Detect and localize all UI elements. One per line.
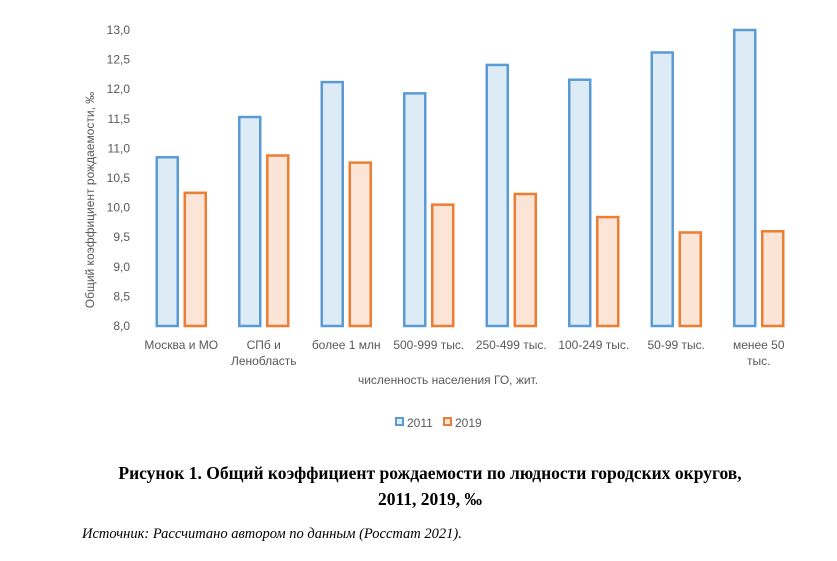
- x-tick-label: СПб и: [247, 338, 281, 352]
- bar-2019: [761, 230, 785, 328]
- x-tick-label: Ленобласть: [231, 354, 297, 368]
- y-tick-label: 9,0: [113, 260, 130, 274]
- birth-rate-chart: 8,0 8,5 9,0 9,5 10,0 10,5 11,0 11,5 12,0 12,5 13,0…: [83, 23, 785, 430]
- bar-2011: [155, 156, 179, 328]
- x-tick-label: 50-99 тыс.: [648, 338, 705, 352]
- x-tick-label: 500-999 тыс.: [393, 338, 464, 352]
- figure-caption: Рисунок 1. Общий коэффициент рождаемости…: [60, 460, 800, 512]
- bar-2011: [733, 28, 757, 328]
- y-tick-label: 10,5: [107, 171, 131, 185]
- bar-2011: [238, 115, 262, 328]
- bars: [155, 28, 785, 328]
- y-tick-label: 10,0: [107, 201, 131, 215]
- y-tick-label: 8,5: [113, 289, 130, 303]
- bar-2019: [266, 154, 290, 328]
- bar-2011: [403, 92, 427, 328]
- bar-2019: [348, 161, 372, 328]
- x-tick-label: 100-249 тыс.: [558, 338, 629, 352]
- legend-label-2019: 2019: [455, 416, 482, 430]
- legend-swatch-2019: [443, 417, 452, 426]
- caption-line-1: Рисунок 1. Общий коэффициент рождаемости…: [118, 463, 742, 483]
- y-tick-label: 12,0: [107, 82, 131, 96]
- bar-2019: [183, 191, 207, 328]
- y-tick-label: 11,5: [108, 112, 131, 126]
- bar-2011: [320, 80, 344, 328]
- bar-2011: [485, 63, 509, 328]
- bar-2019: [596, 215, 620, 328]
- y-tick-label: 9,5: [113, 230, 130, 244]
- x-tick-label: 250-499 тыс.: [476, 338, 547, 352]
- x-axis-labels: Москва и МО СПб и Ленобласть более 1 млн 500…: [144, 338, 784, 368]
- legend: 2011 2019: [395, 416, 482, 430]
- y-tick-label: 11,0: [108, 141, 131, 155]
- x-axis-title: численность населения ГО, жит.: [358, 373, 538, 387]
- bar-2019: [678, 231, 702, 328]
- y-tick-label: 8,0: [113, 319, 130, 333]
- bar-2019: [513, 192, 537, 328]
- x-tick-label: Москва и МО: [144, 338, 218, 352]
- x-tick-label: тыс.: [747, 354, 770, 368]
- y-tick-label: 12,5: [107, 53, 131, 67]
- legend-label-2011: 2011: [407, 416, 433, 430]
- source-note: Источник: Рассчитано автором по данным (…: [82, 526, 462, 542]
- bar-2011: [568, 78, 592, 328]
- caption-line-2: 2011, 2019, ‰: [377, 489, 483, 509]
- x-tick-label: менее 50: [733, 338, 785, 352]
- y-axis: 8,0 8,5 9,0 9,5 10,0 10,5 11,0 11,5 12,0 12,5 13,0: [107, 23, 131, 333]
- bar-2019: [431, 203, 455, 328]
- y-tick-label: 13,0: [107, 23, 131, 37]
- bar-2011: [650, 51, 674, 328]
- x-tick-label: более 1 млн: [312, 338, 381, 352]
- y-axis-title: Общий коэффициент рождаемости, ‰: [83, 92, 97, 309]
- legend-swatch-2011: [395, 417, 404, 426]
